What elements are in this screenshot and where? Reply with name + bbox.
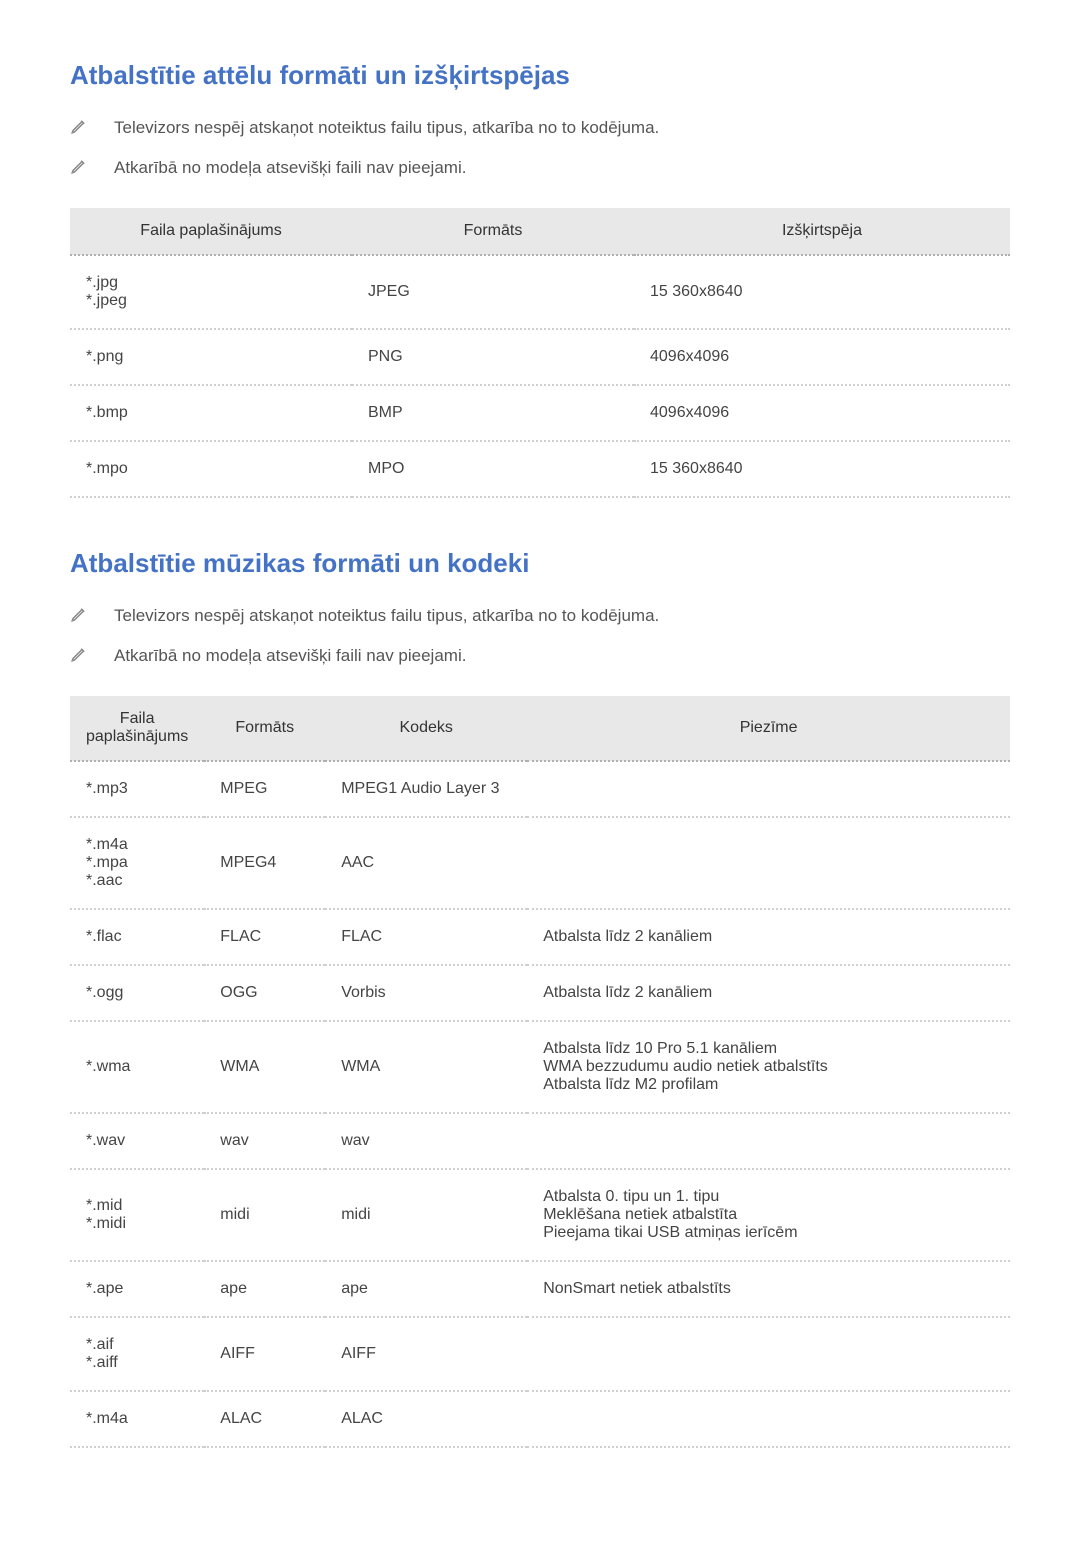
table-cell: 15 360x8640 <box>634 441 1010 497</box>
table-cell: wav <box>325 1113 527 1169</box>
col-format: Formāts <box>204 696 325 761</box>
table-cell: *.png <box>70 329 352 385</box>
section1-notes: Televizors nespēj atskaņot noteiktus fai… <box>70 115 1010 180</box>
pencil-icon <box>70 157 88 175</box>
table-cell: MPEG4 <box>204 817 325 909</box>
table-cell: AIFF <box>325 1317 527 1391</box>
table-row: *.oggOGGVorbisAtbalsta līdz 2 kanāliem <box>70 965 1010 1021</box>
table-cell: JPEG <box>352 255 634 329</box>
table-cell: midi <box>325 1169 527 1261</box>
table-cell: PNG <box>352 329 634 385</box>
pencil-icon <box>70 117 88 135</box>
table-row: *.wavwavwav <box>70 1113 1010 1169</box>
table-row: *.wmaWMAWMAAtbalsta līdz 10 Pro 5.1 kanā… <box>70 1021 1010 1113</box>
table-cell <box>527 1317 1010 1391</box>
table-row: *.mp3MPEGMPEG1 Audio Layer 3 <box>70 761 1010 817</box>
table-row: *.pngPNG4096x4096 <box>70 329 1010 385</box>
table-cell: ape <box>204 1261 325 1317</box>
note-text: Atkarībā no modeļa atsevišķi faili nav p… <box>114 155 466 181</box>
table-cell: Atbalsta 0. tipu un 1. tipu Meklēšana ne… <box>527 1169 1010 1261</box>
table-cell: *.mid *.midi <box>70 1169 204 1261</box>
table-cell: Atbalsta līdz 2 kanāliem <box>527 909 1010 965</box>
note-row: Atkarībā no modeļa atsevišķi faili nav p… <box>70 643 1010 669</box>
table-cell <box>527 817 1010 909</box>
table-cell: *.mpo <box>70 441 352 497</box>
table-row: *.flacFLACFLACAtbalsta līdz 2 kanāliem <box>70 909 1010 965</box>
table-cell: FLAC <box>325 909 527 965</box>
table-cell: wav <box>204 1113 325 1169</box>
table-cell: *.jpg *.jpeg <box>70 255 352 329</box>
table-header-row: Faila paplašinājums Formāts Izšķirtspēja <box>70 208 1010 255</box>
table-cell: midi <box>204 1169 325 1261</box>
table-row: *.jpg *.jpegJPEG15 360x8640 <box>70 255 1010 329</box>
table-cell: *.wma <box>70 1021 204 1113</box>
table-cell: *.bmp <box>70 385 352 441</box>
col-resolution: Izšķirtspēja <box>634 208 1010 255</box>
col-note: Piezīme <box>527 696 1010 761</box>
table-cell: *.m4a <box>70 1391 204 1447</box>
table-row: *.m4a *.mpa *.aacMPEG4AAC <box>70 817 1010 909</box>
section1-heading: Atbalstītie attēlu formāti un izšķirtspē… <box>70 60 1010 91</box>
col-codec: Kodeks <box>325 696 527 761</box>
table-cell: BMP <box>352 385 634 441</box>
table-row: *.mid *.midimidimidiAtbalsta 0. tipu un … <box>70 1169 1010 1261</box>
table-cell: 4096x4096 <box>634 385 1010 441</box>
col-format: Formāts <box>352 208 634 255</box>
table-cell: Atbalsta līdz 2 kanāliem <box>527 965 1010 1021</box>
note-row: Televizors nespēj atskaņot noteiktus fai… <box>70 603 1010 629</box>
table-cell: *.ogg <box>70 965 204 1021</box>
section2-notes: Televizors nespēj atskaņot noteiktus fai… <box>70 603 1010 668</box>
pencil-icon <box>70 645 88 663</box>
pencil-icon <box>70 605 88 623</box>
table-cell: *.wav <box>70 1113 204 1169</box>
table-row: *.m4aALACALAC <box>70 1391 1010 1447</box>
table-cell: ALAC <box>204 1391 325 1447</box>
table-cell: ALAC <box>325 1391 527 1447</box>
table-row: *.aif *.aiffAIFFAIFF <box>70 1317 1010 1391</box>
table-row: *.bmpBMP4096x4096 <box>70 385 1010 441</box>
note-text: Televizors nespēj atskaņot noteiktus fai… <box>114 603 659 629</box>
table-cell: Atbalsta līdz 10 Pro 5.1 kanāliem WMA be… <box>527 1021 1010 1113</box>
note-row: Atkarībā no modeļa atsevišķi faili nav p… <box>70 155 1010 181</box>
table-cell: AAC <box>325 817 527 909</box>
table-cell <box>527 1391 1010 1447</box>
table-row: *.apeapeapeNonSmart netiek atbalstīts <box>70 1261 1010 1317</box>
table-row: *.mpoMPO15 360x8640 <box>70 441 1010 497</box>
music-formats-table: Faila paplašinājums Formāts Kodeks Piezī… <box>70 696 1010 1448</box>
table-cell: MPEG <box>204 761 325 817</box>
table-cell: *.ape <box>70 1261 204 1317</box>
section2-heading: Atbalstītie mūzikas formāti un kodeki <box>70 548 1010 579</box>
table-cell: *.m4a *.mpa *.aac <box>70 817 204 909</box>
table-cell: AIFF <box>204 1317 325 1391</box>
table-cell: OGG <box>204 965 325 1021</box>
table-cell: WMA <box>325 1021 527 1113</box>
table-cell: WMA <box>204 1021 325 1113</box>
col-file-ext: Faila paplašinājums <box>70 208 352 255</box>
table-cell: *.aif *.aiff <box>70 1317 204 1391</box>
table-cell <box>527 761 1010 817</box>
table-cell: MPEG1 Audio Layer 3 <box>325 761 527 817</box>
table-cell <box>527 1113 1010 1169</box>
table-cell: 4096x4096 <box>634 329 1010 385</box>
table-cell: FLAC <box>204 909 325 965</box>
table-cell: Vorbis <box>325 965 527 1021</box>
table-cell: *.mp3 <box>70 761 204 817</box>
table-cell: NonSmart netiek atbalstīts <box>527 1261 1010 1317</box>
table-header-row: Faila paplašinājums Formāts Kodeks Piezī… <box>70 696 1010 761</box>
note-text: Televizors nespēj atskaņot noteiktus fai… <box>114 115 659 141</box>
table-cell: MPO <box>352 441 634 497</box>
table-cell: ape <box>325 1261 527 1317</box>
table-cell: 15 360x8640 <box>634 255 1010 329</box>
image-formats-table: Faila paplašinājums Formāts Izšķirtspēja… <box>70 208 1010 498</box>
note-text: Atkarībā no modeļa atsevišķi faili nav p… <box>114 643 466 669</box>
table-cell: *.flac <box>70 909 204 965</box>
note-row: Televizors nespēj atskaņot noteiktus fai… <box>70 115 1010 141</box>
col-file-ext: Faila paplašinājums <box>70 696 204 761</box>
